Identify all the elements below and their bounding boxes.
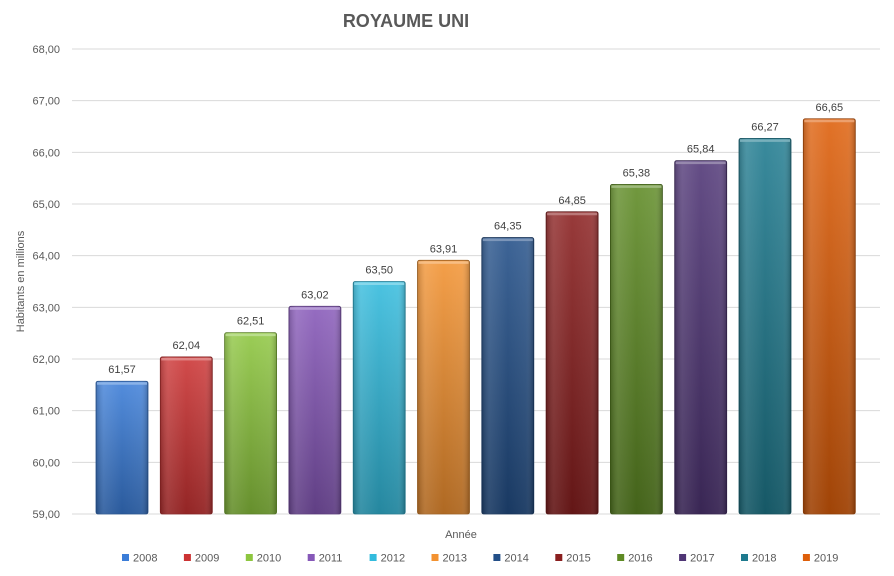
legend-item-2009: 2009 (183, 553, 219, 565)
legend-label: 2009 (195, 553, 219, 565)
y-tick-label: 64,00 (32, 251, 60, 263)
bar-top-highlight (482, 238, 533, 242)
data-label-2009: 62,04 (173, 340, 201, 352)
legend-swatch (555, 554, 563, 561)
legend-label: 2019 (814, 553, 838, 565)
legend-item-2018: 2018 (741, 553, 776, 565)
data-label-2019: 66,65 (816, 102, 844, 114)
legend-label: 2016 (628, 553, 652, 565)
legend-item-2015: 2015 (555, 553, 591, 565)
y-axis-ticks: 59,00 60,00 61,00 62,00 63,00 64,00 65,00 66,00… (32, 44, 60, 521)
legend-item-2013: 2013 (431, 553, 467, 565)
bar-top-highlight (675, 161, 726, 165)
legend-item-2014: 2014 (493, 553, 529, 565)
data-label-2013: 63,91 (430, 243, 458, 255)
legend: 2008 2009 2010 2011 2012 2013 2014 2015 2016 2017… (122, 553, 838, 565)
bar-top-highlight (354, 282, 405, 285)
y-tick-label: 66,00 (32, 147, 60, 159)
bar-top-highlight (289, 307, 340, 310)
legend-label: 2011 (319, 553, 343, 565)
legend-label: 2017 (690, 553, 714, 565)
x-axis-title: Année (445, 529, 477, 541)
bar-top-highlight (161, 357, 212, 361)
legend-label: 2008 (133, 553, 157, 565)
bar-2017 (674, 160, 728, 515)
bar-2010 (224, 332, 278, 515)
bar-2011 (288, 305, 342, 515)
bar-top-highlight (804, 119, 855, 123)
y-tick-label: 65,00 (32, 199, 60, 211)
bar-2015 (545, 211, 599, 515)
data-label-2010: 62,51 (237, 316, 265, 328)
legend-swatch (431, 554, 439, 561)
data-label-2017: 65,84 (687, 144, 715, 156)
legend-item-2019: 2019 (802, 553, 838, 565)
bar-2018 (738, 137, 792, 515)
data-label-2011: 63,02 (301, 289, 329, 301)
bar-2016 (610, 183, 663, 515)
legend-label: 2014 (504, 553, 528, 565)
legend-swatch (617, 554, 625, 561)
legend-label: 2015 (566, 553, 590, 565)
bar-2012 (352, 281, 406, 515)
bar-top-highlight (225, 333, 276, 337)
legend-swatch (122, 554, 129, 561)
y-tick-label: 60,00 (32, 457, 60, 469)
legend-swatch (307, 554, 315, 561)
legend-swatch (802, 554, 810, 561)
legend-item-2010: 2010 (245, 553, 281, 565)
data-label-2012: 63,50 (365, 265, 393, 277)
legend-swatch (183, 554, 191, 561)
bar-top-highlight (97, 382, 147, 385)
legend-label: 2018 (752, 553, 776, 565)
chart-title: ROYAUME UNI (343, 11, 469, 31)
legend-swatch (493, 554, 501, 561)
data-label-2014: 64,35 (494, 221, 522, 233)
legend-swatch (679, 554, 687, 561)
legend-swatch (369, 554, 377, 561)
bar-2008 (95, 380, 149, 515)
y-axis-title: Habitants en millions (15, 230, 27, 332)
bar-top-highlight (740, 139, 790, 142)
legend-swatch (245, 554, 253, 561)
legend-item-2012: 2012 (369, 553, 405, 565)
legend-item-2008: 2008 (122, 553, 157, 565)
legend-label: 2013 (443, 553, 467, 565)
bar-top-highlight (547, 212, 598, 216)
bars (95, 118, 856, 515)
y-tick-label: 59,00 (32, 509, 60, 521)
legend-label: 2010 (257, 553, 281, 565)
data-label-2018: 66,27 (751, 121, 779, 133)
y-tick-label: 67,00 (32, 96, 60, 108)
legend-swatch (741, 554, 748, 561)
legend-item-2016: 2016 (617, 553, 653, 565)
data-label-2015: 64,85 (558, 195, 586, 207)
data-label-2016: 65,38 (623, 167, 651, 179)
bar-2014 (481, 237, 535, 515)
data-label-2008: 61,57 (108, 364, 136, 376)
legend-item-2011: 2011 (307, 553, 343, 565)
data-labels: 61,57 62,04 62,51 63,02 63,50 63,91 64,35 64,85… (108, 102, 843, 376)
y-tick-label: 62,00 (32, 354, 60, 366)
bar-2009 (159, 356, 213, 515)
bar-2013 (417, 259, 470, 515)
bar-top-highlight (418, 261, 469, 264)
y-tick-label: 61,00 (32, 406, 60, 418)
y-tick-label: 68,00 (32, 44, 60, 56)
bar-2019 (802, 118, 856, 515)
legend-item-2017: 2017 (679, 553, 715, 565)
y-tick-label: 63,00 (32, 302, 60, 314)
bar-top-highlight (611, 185, 662, 188)
legend-label: 2012 (381, 553, 405, 565)
